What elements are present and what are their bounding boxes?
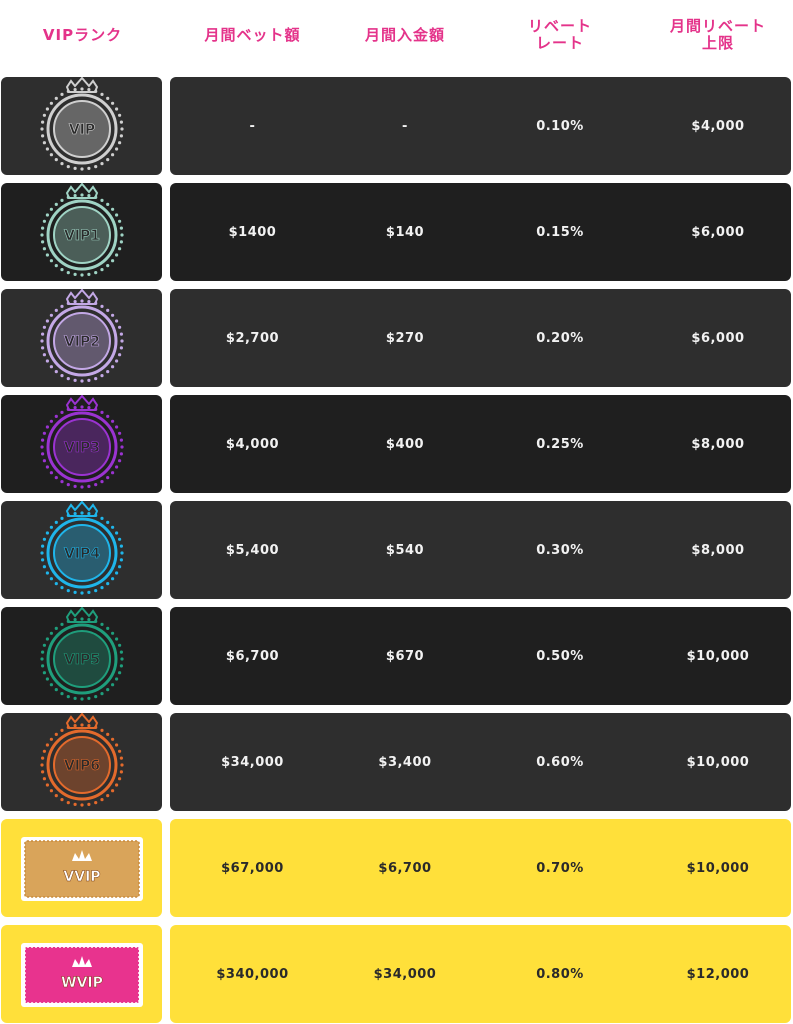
vip-badge-icon: VIP3: [40, 395, 124, 489]
row-data-panel: [170, 713, 791, 811]
monthly-deposit-value: $670: [385, 648, 425, 664]
rebate-limit-value: $6,000: [691, 330, 745, 346]
header-rebate-limit: 月間リベート 上限: [669, 17, 766, 52]
table-row: VIP6 $34,000 $3,400 0.60% $10,000: [0, 713, 793, 811]
vip-badge-icon: VIP6: [40, 713, 124, 807]
row-data-panel: [170, 289, 791, 387]
monthly-deposit-value: $540: [385, 542, 425, 558]
monthly-bet-value: $6,700: [225, 648, 280, 664]
badge-label: VIP1: [64, 228, 100, 244]
badge-label: VIP5: [64, 652, 100, 668]
badge-label: VVIP: [63, 869, 100, 885]
table-row: VIP1 $1400 $140 0.15% $6,000: [0, 183, 793, 281]
rank-badge-cell: WVIP: [1, 925, 162, 1023]
table-row: VIP - - 0.10% $4,000: [0, 77, 793, 175]
monthly-deposit-value: $270: [385, 330, 425, 346]
rebate-limit-value: $12,000: [686, 966, 750, 982]
table-row: VIP2 $2,700 $270 0.20% $6,000: [0, 289, 793, 387]
monthly-deposit-value: $400: [385, 436, 425, 452]
monthly-deposit-value: $140: [385, 224, 425, 240]
monthly-bet-value: $4,000: [225, 436, 280, 452]
row-data-panel: [170, 77, 791, 175]
row-data-panel: [170, 607, 791, 705]
monthly-bet-value: $1400: [228, 224, 277, 240]
vip-badge-icon: VIP2: [40, 289, 124, 383]
rebate-limit-value: $10,000: [686, 648, 750, 664]
badge-label: VIP2: [64, 334, 100, 350]
rebate-rate-value: 0.15%: [536, 224, 584, 240]
rebate-rate-value: 0.60%: [536, 754, 584, 770]
monthly-deposit-value: $6,700: [378, 860, 432, 876]
badge-label: VIP4: [64, 546, 100, 562]
rebate-limit-value: $10,000: [686, 754, 750, 770]
rebate-limit-value: $8,000: [691, 542, 745, 558]
monthly-bet-value: $5,400: [225, 542, 280, 558]
rank-badge-cell: VIP3: [1, 395, 162, 493]
badge-label: VIP3: [64, 440, 100, 456]
row-data-panel: [170, 501, 791, 599]
table-row: VVIP $67,000 $6,700 0.70% $10,000: [0, 819, 793, 917]
table-row: VIP3 $4,000 $400 0.25% $8,000: [0, 395, 793, 493]
monthly-bet-value: $340,000: [216, 966, 289, 982]
rebate-rate-value: 0.25%: [536, 436, 584, 452]
rank-badge-cell: VVIP: [1, 819, 162, 917]
table-row: WVIP $340,000 $34,000 0.80% $12,000: [0, 925, 793, 1023]
vip-badge-icon: VIP4: [40, 501, 124, 595]
rank-badge-cell: VIP5: [1, 607, 162, 705]
rank-badge-cell: VIP4: [1, 501, 162, 599]
monthly-bet-value: -: [249, 118, 256, 134]
rebate-rate-value: 0.80%: [536, 966, 584, 982]
rank-badge-cell: VIP1: [1, 183, 162, 281]
rank-badge-cell: VIP6: [1, 713, 162, 811]
rebate-limit-value: $10,000: [686, 860, 750, 876]
rebate-limit-value: $4,000: [691, 118, 745, 134]
monthly-deposit-value: $34,000: [373, 966, 437, 982]
row-data-panel: [170, 395, 791, 493]
monthly-bet-value: $2,700: [225, 330, 280, 346]
badge-label: WVIP: [61, 975, 103, 991]
table-row: VIP4 $5,400 $540 0.30% $8,000: [0, 501, 793, 599]
rebate-limit-value: $6,000: [691, 224, 745, 240]
row-data-panel: [170, 183, 791, 281]
rebate-rate-value: 0.20%: [536, 330, 584, 346]
monthly-deposit-value: -: [402, 118, 408, 134]
row-data-panel: [170, 819, 791, 917]
row-data-panel: [170, 925, 791, 1023]
badge-label: VIP6: [64, 758, 100, 774]
monthly-bet-value: $34,000: [221, 754, 284, 770]
rebate-limit-value: $8,000: [691, 436, 745, 452]
header-vip-rank: VIPランク: [42, 25, 123, 44]
vip-card-icon: WVIP: [21, 943, 143, 1007]
badge-label: VIP: [69, 122, 95, 138]
rank-badge-cell: VIP: [1, 77, 162, 175]
table-header: VIPランク 月間ベット額 月間入金額 リベート レート 月間リベート 上限: [0, 0, 793, 77]
rank-badge-cell: VIP2: [1, 289, 162, 387]
monthly-bet-value: $67,000: [221, 860, 284, 876]
vip-badge-icon: VIP: [40, 77, 124, 171]
monthly-deposit-value: $3,400: [378, 754, 432, 770]
rebate-rate-value: 0.30%: [536, 542, 584, 558]
rebate-rate-value: 0.70%: [536, 860, 584, 876]
table-row: VIP5 $6,700 $670 0.50% $10,000: [0, 607, 793, 705]
rebate-rate-value: 0.10%: [536, 118, 584, 134]
rebate-rate-value: 0.50%: [536, 648, 584, 664]
vip-card-icon: VVIP: [21, 837, 143, 901]
vip-badge-icon: VIP5: [40, 607, 124, 701]
vip-badge-icon: VIP1: [40, 183, 124, 277]
header-rebate-rate: リベート レート: [527, 17, 592, 52]
header-monthly-deposit: 月間入金額: [364, 25, 445, 44]
header-monthly-bet: 月間ベット額: [204, 25, 301, 44]
